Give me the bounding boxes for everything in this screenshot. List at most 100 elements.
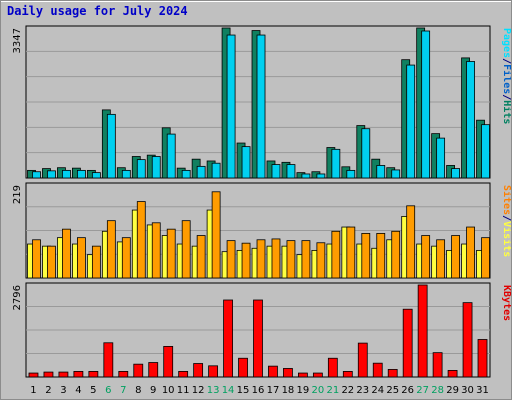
bar-files-9 (151, 156, 161, 179)
bar-kbytes-2 (43, 371, 54, 378)
x-tick-label-7: 7 (120, 385, 126, 396)
bar-sites-8 (136, 201, 146, 279)
bar-sites-22 (346, 226, 356, 279)
bar-files-12 (196, 165, 206, 179)
x-tick-label-23: 23 (356, 385, 369, 396)
bar-kbytes-9 (148, 362, 159, 378)
bar-files-2 (47, 170, 56, 179)
bar-kbytes-29 (447, 370, 458, 378)
bar-kbytes-15 (238, 357, 248, 378)
x-tick-label-6: 6 (105, 385, 111, 396)
bar-files-23 (361, 128, 371, 179)
x-tick-label-14: 14 (222, 385, 235, 396)
bar-files-14 (226, 34, 236, 179)
x-tick-label-13: 13 (207, 385, 220, 396)
legend-entry: Files (501, 64, 511, 94)
bar-kbytes-4 (73, 371, 84, 378)
legend-entry: KBytes (501, 285, 511, 321)
bar-files-25 (391, 169, 401, 179)
bar-sites-27 (421, 235, 431, 279)
bar-kbytes-5 (88, 371, 99, 378)
x-tick-label-27: 27 (416, 385, 429, 396)
x-tick-label-4: 4 (75, 385, 81, 396)
bar-files-30 (466, 61, 475, 179)
legend-entry: Hits (501, 100, 511, 124)
bar-kbytes-28 (432, 352, 443, 378)
bar-kbytes-26 (402, 308, 413, 378)
bar-kbytes-27 (417, 284, 428, 378)
bar-sites-1 (32, 239, 41, 279)
x-tick-label-3: 3 (60, 385, 66, 396)
x-tick-label-26: 26 (401, 385, 414, 396)
bar-files-18 (286, 164, 296, 179)
x-tick-label-29: 29 (446, 385, 459, 396)
bar-sites-3 (62, 228, 71, 279)
legend-entry: Sites (501, 185, 511, 215)
bar-sites-15 (241, 242, 251, 279)
bar-sites-12 (196, 235, 206, 279)
bar-sites-30 (466, 226, 475, 279)
bar-sites-5 (91, 245, 101, 279)
x-tick-label-19: 19 (297, 385, 310, 396)
bar-files-5 (91, 172, 101, 179)
x-tick-label-10: 10 (162, 385, 175, 396)
bar-files-21 (331, 148, 341, 179)
legend-entry: Pages (501, 28, 511, 58)
bar-kbytes-8 (133, 363, 144, 378)
x-tick-label-30: 30 (461, 385, 474, 396)
bar-sites-9 (151, 222, 161, 279)
x-tick-label-17: 17 (267, 385, 280, 396)
bar-files-29 (451, 168, 460, 179)
bar-kbytes-12 (193, 363, 204, 378)
bar-files-24 (376, 165, 386, 179)
legend-kbytes: KBytes (501, 285, 511, 321)
bar-kbytes-16 (253, 299, 263, 378)
bar-files-16 (256, 34, 266, 179)
bar-sites-11 (181, 220, 191, 279)
bar-kbytes-21 (327, 357, 338, 378)
bar-files-6 (106, 113, 116, 179)
bar-sites-14 (226, 240, 236, 279)
bar-sites-20 (316, 242, 326, 279)
bar-files-28 (436, 137, 446, 179)
bar-kbytes-22 (342, 371, 353, 378)
bar-sites-2 (47, 245, 56, 279)
bar-files-7 (121, 169, 131, 179)
x-tick-label-31: 31 (476, 385, 489, 396)
bar-kbytes-13 (208, 365, 218, 378)
x-tick-label-16: 16 (252, 385, 265, 396)
bar-sites-28 (436, 239, 446, 279)
bar-kbytes-24 (372, 362, 383, 378)
bar-files-17 (271, 164, 281, 179)
x-tick-label-22: 22 (341, 385, 354, 396)
x-tick-label-1: 1 (30, 385, 36, 396)
bar-kbytes-20 (312, 372, 323, 378)
ymax-label-visits-sites: 219 (12, 185, 23, 204)
bar-files-8 (136, 159, 146, 179)
bar-kbytes-1 (28, 372, 39, 378)
legend-visits-sites: Sites/Visits (501, 185, 511, 257)
bar-kbytes-30 (462, 302, 473, 378)
bar-files-31 (481, 124, 490, 179)
bar-sites-26 (406, 205, 416, 279)
bar-files-13 (211, 162, 221, 179)
bar-sites-6 (106, 220, 116, 279)
bar-sites-13 (211, 191, 221, 279)
bar-kbytes-7 (118, 371, 129, 378)
ymax-label-kbytes: 2796 (12, 285, 23, 310)
x-tick-label-21: 21 (326, 385, 339, 396)
legend-entry: / (501, 215, 511, 221)
bar-kbytes-31 (477, 339, 488, 378)
bar-files-22 (346, 169, 356, 179)
bar-kbytes-6 (103, 342, 114, 378)
bar-kbytes-14 (223, 299, 233, 378)
x-tick-label-24: 24 (371, 385, 384, 396)
bar-kbytes-10 (163, 345, 174, 378)
x-tick-label-25: 25 (386, 385, 399, 396)
bar-sites-10 (166, 228, 176, 279)
x-tick-label-18: 18 (282, 385, 295, 396)
bar-sites-7 (121, 237, 131, 279)
bar-sites-4 (77, 237, 86, 279)
bar-kbytes-11 (178, 371, 189, 378)
